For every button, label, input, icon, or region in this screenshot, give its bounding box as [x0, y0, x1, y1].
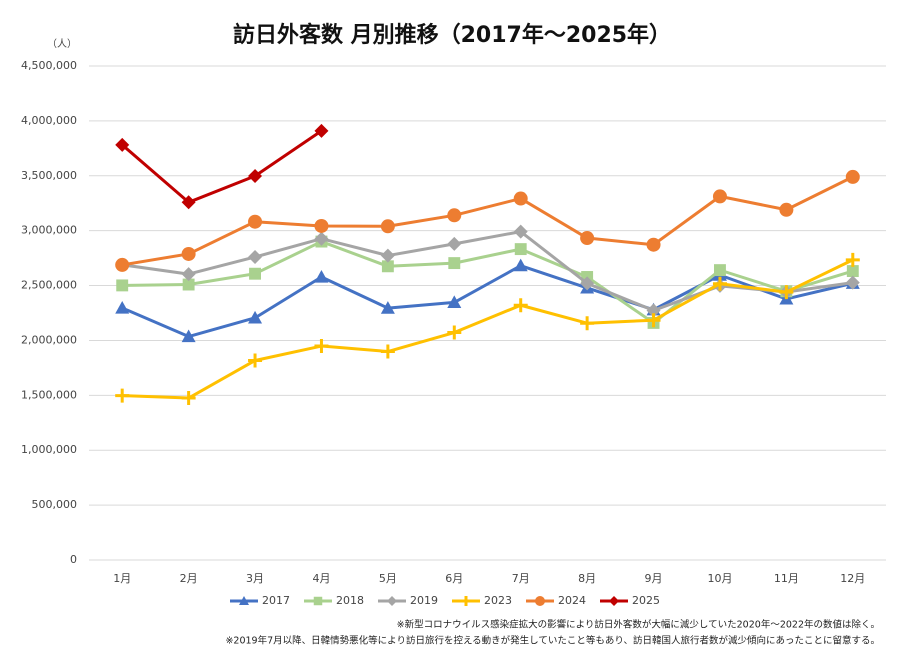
marker [115, 257, 130, 272]
marker [712, 189, 727, 204]
marker [447, 236, 462, 251]
y-tick-label: 3,000,000 [21, 224, 77, 237]
marker [514, 243, 527, 256]
x-tick-label: 1月 [113, 572, 131, 585]
marker [646, 237, 661, 252]
marker [580, 316, 595, 331]
marker [513, 224, 528, 239]
marker [181, 329, 196, 343]
marker [535, 596, 545, 606]
marker [447, 325, 462, 340]
x-tick-label: 8月 [578, 572, 596, 585]
marker [609, 596, 619, 606]
marker [248, 310, 263, 324]
legend-label: 2024 [558, 594, 586, 607]
marker [646, 303, 661, 318]
marker [513, 258, 528, 272]
y-unit: （人） [47, 38, 77, 50]
marker [115, 137, 130, 152]
y-tick-label: 2,000,000 [21, 333, 77, 346]
marker [448, 257, 461, 270]
marker [116, 279, 129, 292]
x-tick-label: 10月 [707, 572, 732, 585]
footnote: ※新型コロナウイルス感染症拡大の影響により訪日外客数が大幅に減少していた2020… [397, 619, 880, 631]
y-tick-label: 4,000,000 [21, 114, 77, 127]
x-tick-label: 9月 [645, 572, 663, 585]
marker [461, 596, 471, 606]
marker [314, 231, 329, 246]
marker [646, 313, 661, 328]
marker [115, 388, 130, 403]
marker [248, 353, 263, 368]
footnote: ※2019年7月以降、日韓情勢悪化等により訪日旅行を控える動きが発生していたこと… [225, 635, 880, 647]
y-tick-label: 1,500,000 [21, 388, 77, 401]
legend-label: 2018 [336, 594, 364, 607]
marker [580, 276, 595, 291]
marker [314, 339, 329, 354]
legend-label: 2025 [632, 594, 660, 607]
marker [314, 269, 329, 283]
marker [181, 391, 196, 406]
marker [380, 219, 395, 234]
marker [314, 218, 329, 233]
x-tick-label: 7月 [512, 572, 530, 585]
x-tick-label: 3月 [246, 572, 264, 585]
legend-label: 2017 [262, 594, 290, 607]
marker [714, 264, 726, 277]
marker [380, 344, 395, 359]
marker [779, 202, 794, 217]
marker [845, 169, 860, 184]
marker [182, 278, 195, 291]
marker [387, 596, 397, 606]
marker [314, 123, 329, 138]
marker [845, 275, 860, 290]
y-tick-label: 1,000,000 [21, 443, 77, 456]
marker [313, 596, 323, 606]
marker [779, 285, 794, 300]
marker [248, 250, 263, 265]
legend-label: 2023 [484, 594, 512, 607]
marker [513, 298, 528, 313]
y-tick-label: 3,500,000 [21, 169, 77, 182]
marker [239, 596, 249, 605]
x-tick-label: 5月 [379, 572, 397, 585]
marker [181, 195, 196, 210]
y-tick-label: 500,000 [32, 498, 78, 511]
marker [845, 252, 860, 267]
marker [115, 300, 130, 314]
marker [181, 267, 196, 282]
marker [181, 246, 196, 261]
y-tick-label: 2,500,000 [21, 279, 77, 292]
marker [846, 265, 859, 278]
marker [447, 295, 462, 309]
marker [248, 214, 263, 229]
marker [513, 191, 528, 206]
series-line [121, 129, 323, 204]
x-tick-label: 11月 [774, 572, 799, 585]
x-tick-label: 12月 [840, 572, 865, 585]
marker [580, 231, 595, 246]
marker [380, 248, 395, 263]
x-tick-label: 4月 [312, 572, 330, 585]
legend-label: 2019 [410, 594, 438, 607]
marker [381, 260, 394, 273]
series-line [121, 230, 854, 312]
x-tick-label: 6月 [445, 572, 463, 585]
series-line [122, 240, 854, 325]
marker [249, 267, 261, 280]
series-line [121, 264, 854, 339]
series-line [121, 175, 854, 267]
y-tick-label: 0 [70, 553, 77, 566]
marker [447, 208, 462, 223]
marker [248, 169, 263, 184]
marker [712, 276, 727, 291]
chart-title: 訪日外客数 月別推移（2017年～2025年） [233, 22, 671, 48]
x-tick-label: 2月 [180, 572, 198, 585]
series-line [122, 258, 854, 400]
marker [380, 301, 395, 314]
y-tick-label: 4,500,000 [21, 59, 77, 72]
